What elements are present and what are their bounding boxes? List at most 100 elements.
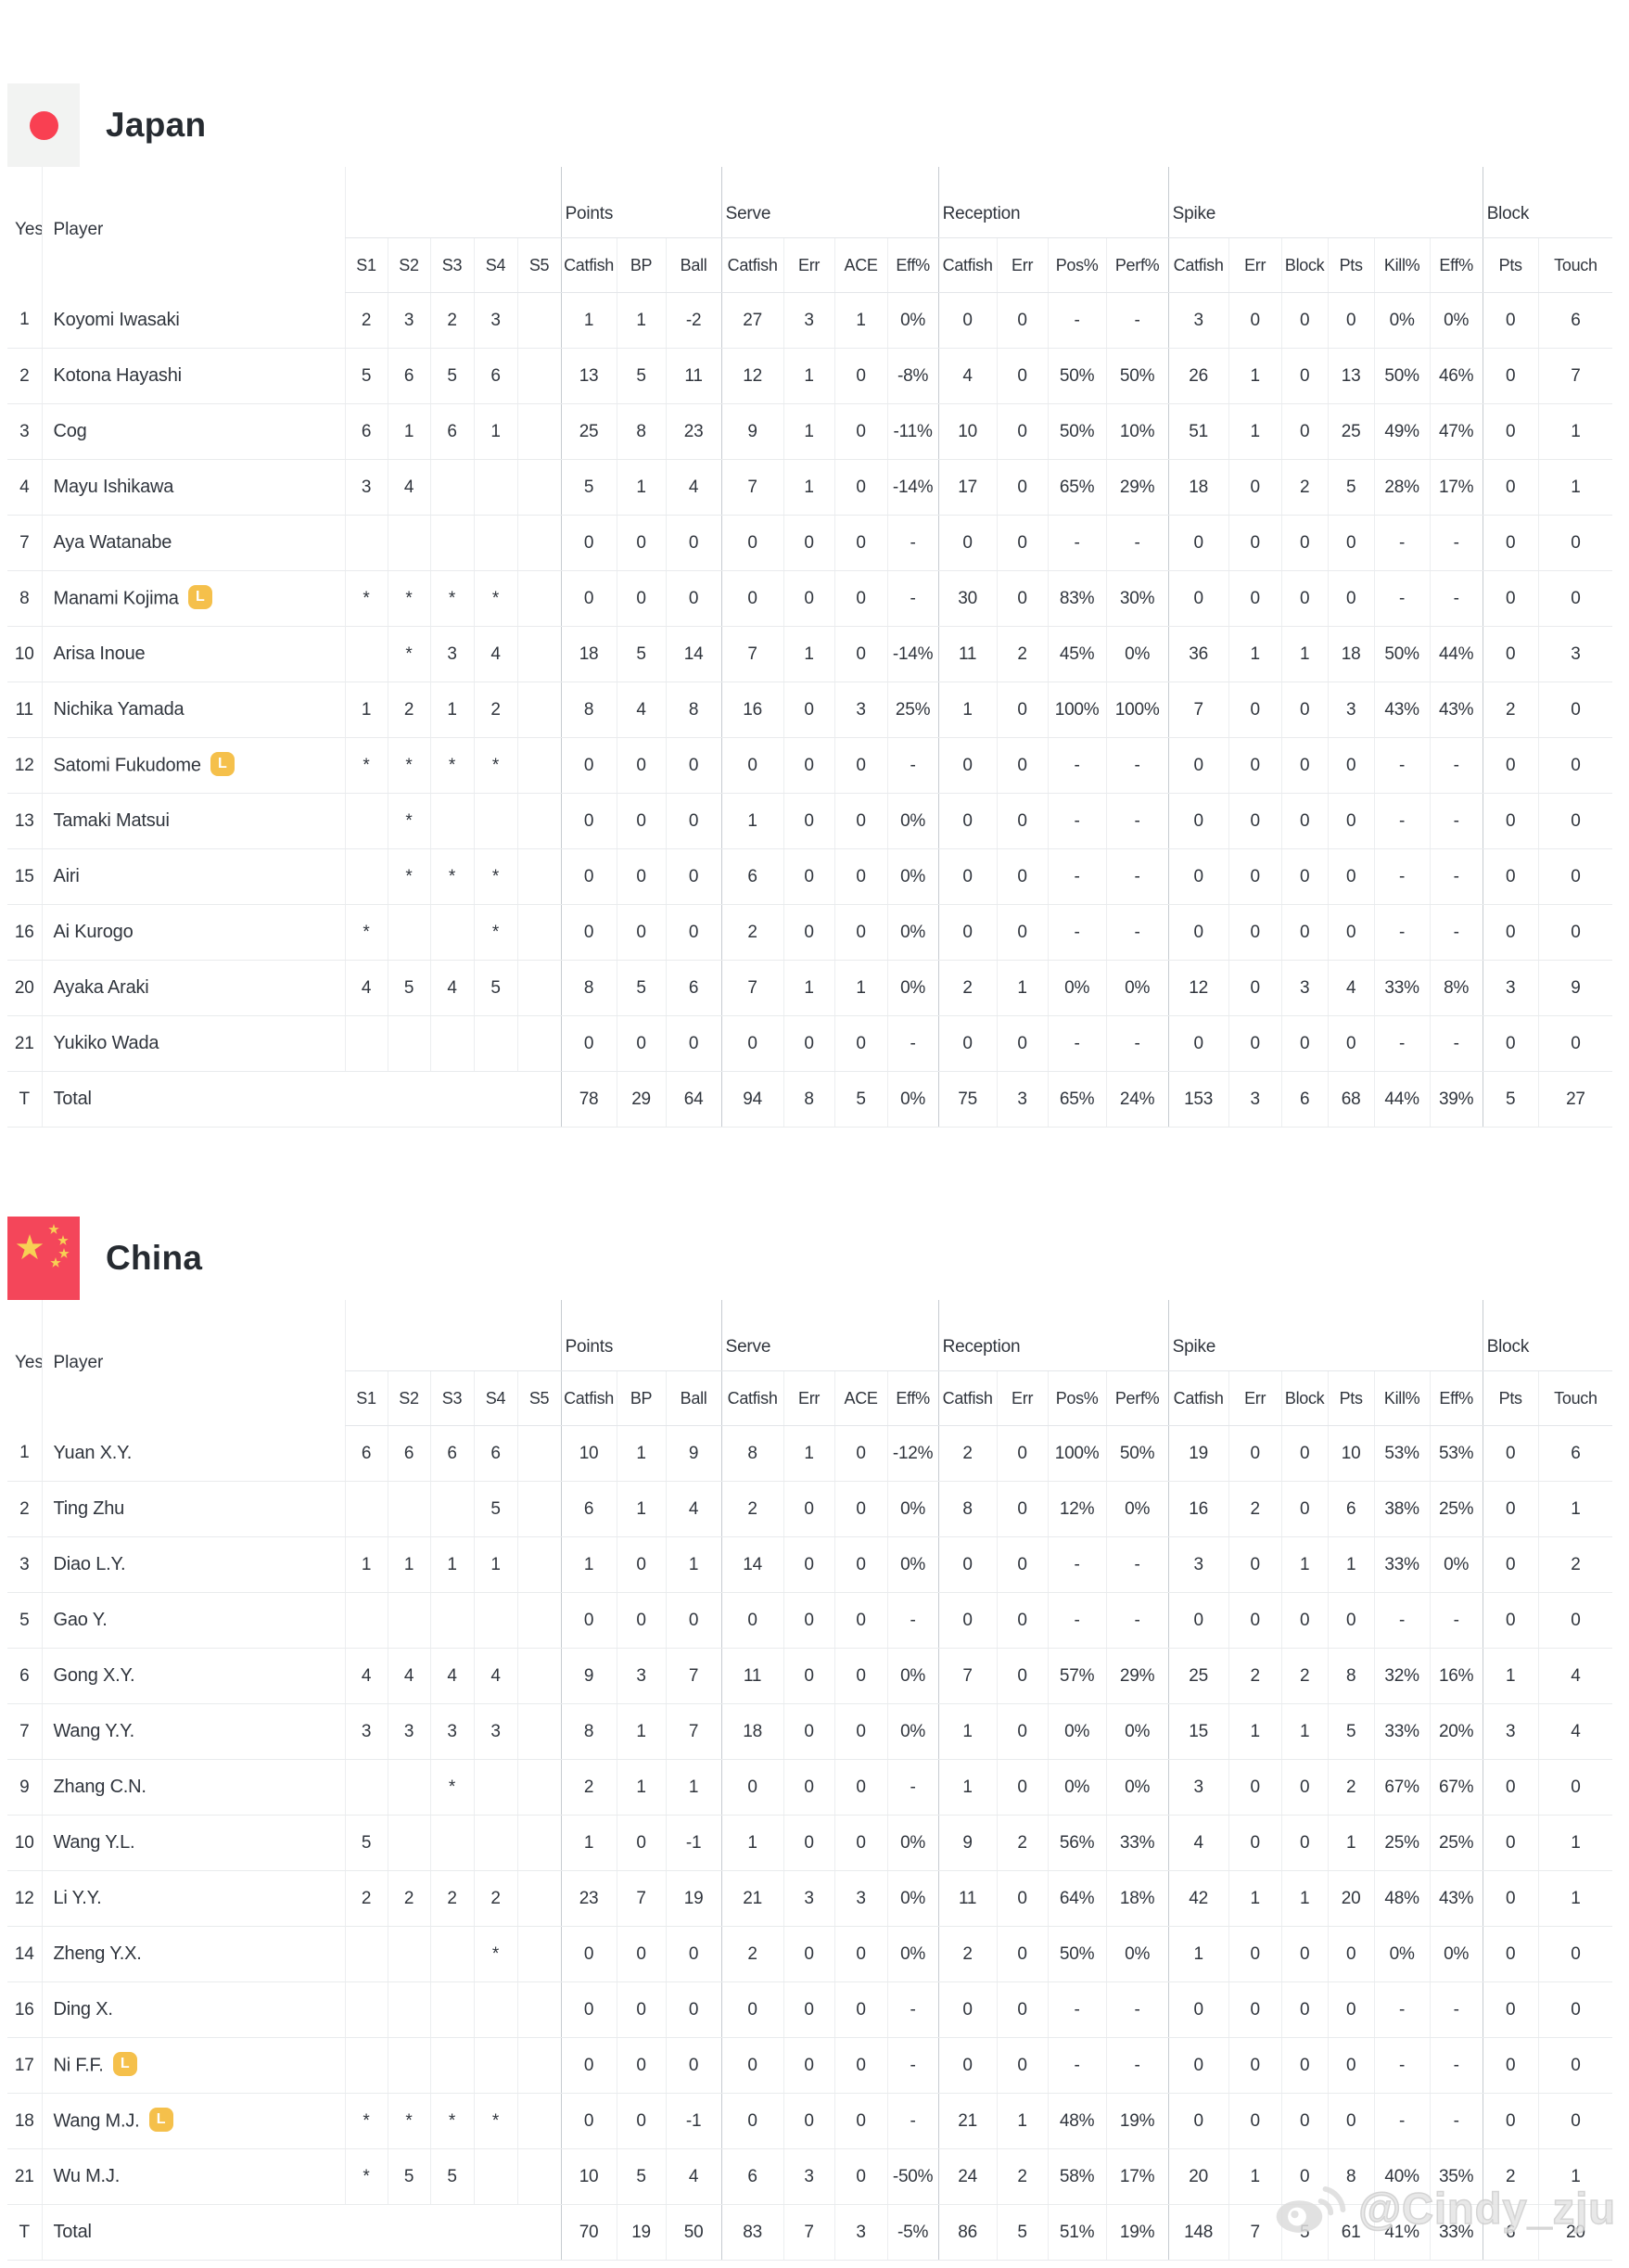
stat-cell: 0 xyxy=(616,904,667,961)
stat-cell: - xyxy=(1047,1592,1107,1649)
stat-cell: 0 xyxy=(834,1592,888,1649)
set-cell xyxy=(516,737,562,794)
stat-cell: 1 xyxy=(1280,1703,1329,1760)
stat-cell: 7 xyxy=(937,1648,998,1704)
set-cell xyxy=(516,793,562,849)
stat-cell: 0 xyxy=(1482,1536,1539,1593)
player-name: Aya Watanabe xyxy=(53,532,172,553)
stat-cell: 1 xyxy=(616,1703,667,1760)
set-cell: 5 xyxy=(429,2148,474,2205)
table-row: 1 Yuan X.Y. 6 6 6 6 10 1 9 8 1 0 -12% 2 0 100% 50% 19 0 0 10… xyxy=(7,1425,1613,1482)
stat-cell: 7 xyxy=(720,626,784,682)
stat-cell: 0 xyxy=(1280,737,1329,794)
stat-cell: 0 xyxy=(1280,1926,1329,1982)
player-name-cell: Yuan X.Y. xyxy=(41,1425,345,1482)
set-cell xyxy=(473,1981,517,2038)
stat-cell: 0 xyxy=(783,1981,835,2038)
stat-cell: 0% xyxy=(1105,1481,1169,1537)
table-row: 16 Ai Kurogo * * 0 0 0 2 0 0 0% 0 0- -0 0 0 0- -0 0 xyxy=(7,904,1613,961)
table-row: 3 Diao L.Y. 1 1 1 1 1 0 1 14 0 0 0% 0 0- -3 0 1 1 33% 0% 0 2 xyxy=(7,1536,1613,1593)
stat-cell: 2 xyxy=(1482,682,1539,738)
stat-cell: 0 xyxy=(937,793,998,849)
stat-cell: 0 xyxy=(665,2037,722,2094)
set-cell: 6 xyxy=(429,1425,474,1482)
set-cell xyxy=(516,848,562,905)
total-stat-cell: 19 xyxy=(616,2204,667,2261)
player-name-cell: Diao L.Y. xyxy=(41,1536,345,1593)
stat-cell: 18% xyxy=(1105,1870,1169,1927)
total-row: T Total 78 29 64 94 8 5 0% 75 3 65% 24% 153 3 6 68 44% 39%… xyxy=(7,1071,1613,1128)
total-stat-cell: 5 xyxy=(834,1071,888,1128)
total-stat-cell: 86 xyxy=(937,2204,998,2261)
player-name: Tamaki Matsui xyxy=(53,810,170,831)
col-header-s3: S3 xyxy=(429,237,474,293)
total-stat-cell: 6 xyxy=(1482,2204,1539,2261)
set-cell xyxy=(473,793,517,849)
stat-cell: 1 xyxy=(783,1425,835,1482)
stat-cell: - xyxy=(1047,515,1107,571)
player-name-cell: Li Y.Y. xyxy=(41,1870,345,1927)
col-header-spike-kill: Kill% xyxy=(1373,1370,1431,1426)
stat-cell: 0 xyxy=(1228,1015,1282,1072)
stat-cell: 0 xyxy=(1167,515,1229,571)
stat-cell: - xyxy=(1105,793,1169,849)
stat-cell: 0 xyxy=(834,1425,888,1482)
stat-cell: 0 xyxy=(1537,737,1613,794)
stat-cell: 0 xyxy=(560,737,617,794)
stat-cell: 0 xyxy=(1327,2093,1375,2149)
stat-cell: 2 xyxy=(720,904,784,961)
set-cell xyxy=(344,1926,388,1982)
group-header-label: Spike xyxy=(1172,1337,1216,1357)
stat-cell: 8 xyxy=(720,1425,784,1482)
stat-cell: - xyxy=(1105,515,1169,571)
set-cell: * xyxy=(344,2093,388,2149)
set-cell xyxy=(516,1648,562,1704)
group-header-spike: Spike xyxy=(1167,167,1483,238)
team-china-section: China Yes Player Points Serve Reception Spike… xyxy=(0,1128,1629,2261)
set-cell: 3 xyxy=(473,292,517,349)
header-sub-row: S1 S2 S3 S4 S5 Catfish BP Ball Catfish Err ACE Eff%… xyxy=(7,1370,1613,1426)
set-cell: * xyxy=(473,1926,517,1982)
jersey-number-cell: 8 xyxy=(7,570,42,627)
stat-cell: - xyxy=(1429,1981,1483,2038)
stat-cell: 0 xyxy=(937,515,998,571)
stat-cell: 0 xyxy=(834,403,888,460)
stat-cell: 17% xyxy=(1105,2148,1169,2205)
stat-cell: 6 xyxy=(1537,292,1613,349)
set-cell: 3 xyxy=(473,1703,517,1760)
col-header-serve-catfish: Catfish xyxy=(720,1370,784,1426)
stat-cell: 53% xyxy=(1373,1425,1431,1482)
group-header-label: Reception xyxy=(942,1337,1021,1357)
set-cell: 5 xyxy=(344,348,388,404)
col-header-spike-catfish: Catfish xyxy=(1167,237,1229,293)
stat-cell: - xyxy=(1429,515,1483,571)
stat-cell: 7 xyxy=(720,459,784,516)
sets-group-header xyxy=(344,1300,562,1371)
stat-cell: 0 xyxy=(1537,2037,1613,2094)
stat-cell: 19 xyxy=(1167,1425,1229,1482)
col-header-block-pts: Pts xyxy=(1482,1370,1539,1426)
set-cell: * xyxy=(387,848,430,905)
player-name-cell: Airi xyxy=(41,848,345,905)
set-cell xyxy=(516,1759,562,1816)
stat-cell: 0 xyxy=(783,2037,835,2094)
stat-cell: 6 xyxy=(560,1481,617,1537)
stat-cell: 3 xyxy=(783,292,835,349)
stat-cell: - xyxy=(886,1592,939,1649)
stat-cell: 3 xyxy=(616,1648,667,1704)
player-name-cell: Satomi Fukudome L xyxy=(41,737,345,794)
total-stat-cell: 6 xyxy=(1280,1071,1329,1128)
player-name-cell: Mayu Ishikawa xyxy=(41,459,345,516)
stat-cell: 0 xyxy=(665,1592,722,1649)
stat-cell: 0% xyxy=(886,1481,939,1537)
stat-cell: 0 xyxy=(1228,1759,1282,1816)
stat-cell: -1 xyxy=(665,2093,722,2149)
set-cell xyxy=(344,1759,388,1816)
stat-cell: 8 xyxy=(616,403,667,460)
set-cell: 1 xyxy=(344,682,388,738)
set-cell xyxy=(516,682,562,738)
set-cell xyxy=(516,1815,562,1871)
stat-cell: 0 xyxy=(1280,1425,1329,1482)
player-name: Li Y.Y. xyxy=(53,1888,102,1908)
stat-cell: 8 xyxy=(560,682,617,738)
